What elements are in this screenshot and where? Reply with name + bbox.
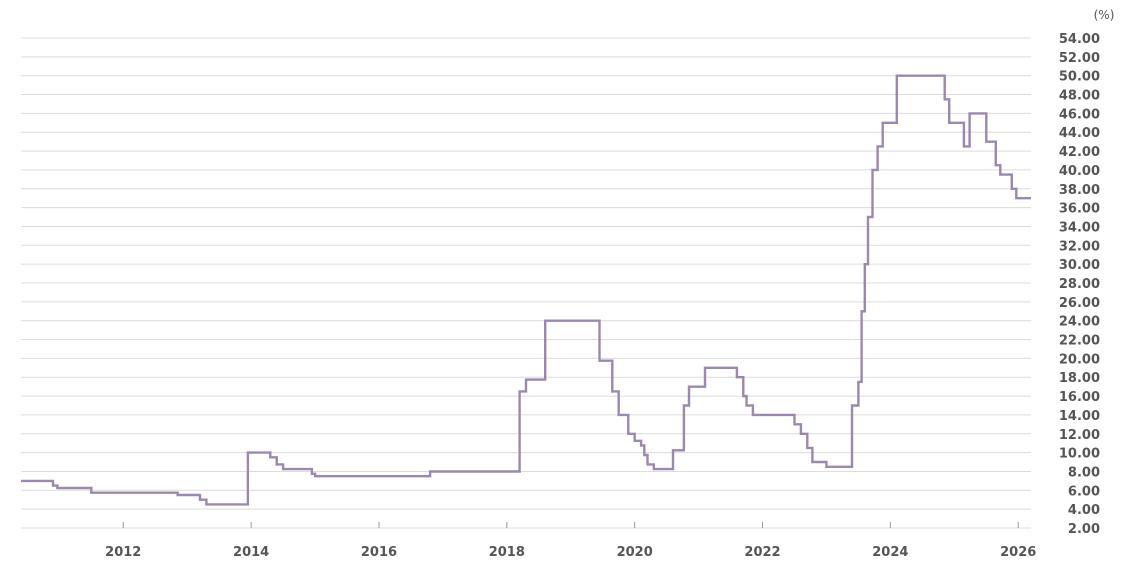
- y-tick-label: 54.00: [1059, 32, 1100, 47]
- gridlines: [21, 37, 1031, 529]
- y-tick-label: 36.00: [1059, 202, 1100, 217]
- y-tick-label: 48.00: [1059, 89, 1100, 104]
- y-tick-label: 42.00: [1059, 145, 1100, 160]
- y-tick-label: 28.00: [1059, 277, 1100, 292]
- y-axis-tick-labels: 2.00 4.00 6.00 8.00 10.00 12.00 14.00 16.00 18.0…: [1059, 32, 1100, 537]
- y-tick-label: 44.00: [1059, 126, 1100, 141]
- y-tick-label: 26.00: [1059, 296, 1100, 311]
- x-tick-label: 2016: [361, 545, 397, 560]
- x-axis-tick-labels: 2012 2014 2016 2018 2020 2022 2024 2026: [105, 522, 1036, 560]
- y-tick-label: 14.00: [1059, 409, 1100, 424]
- y-tick-label: 18.00: [1059, 371, 1100, 386]
- series-line: [21, 74, 1031, 506]
- y-tick-label: 6.00: [1068, 484, 1100, 499]
- y-tick-label: 4.00: [1068, 503, 1100, 518]
- series-layer: [21, 74, 1031, 506]
- y-tick-label: 10.00: [1059, 447, 1100, 462]
- x-tick-label: 2026: [1000, 545, 1036, 560]
- y-tick-label: 40.00: [1059, 164, 1100, 179]
- y-tick-label: 46.00: [1059, 107, 1100, 122]
- x-tick-label: 2012: [105, 545, 141, 560]
- x-tick-label: 2018: [489, 545, 525, 560]
- x-tick-label: 2022: [744, 545, 780, 560]
- y-tick-label: 12.00: [1059, 428, 1100, 443]
- y-tick-label: 22.00: [1059, 334, 1100, 349]
- y-tick-label: 32.00: [1059, 239, 1100, 254]
- y-tick-label: 16.00: [1059, 390, 1100, 405]
- y-tick-label: 8.00: [1068, 465, 1100, 480]
- y-tick-label: 34.00: [1059, 220, 1100, 235]
- y-tick-label: 2.00: [1068, 522, 1100, 537]
- y-tick-label: 50.00: [1059, 70, 1100, 85]
- y-tick-label: 20.00: [1059, 352, 1100, 367]
- x-tick-label: 2014: [233, 545, 269, 560]
- y-tick-label: 24.00: [1059, 315, 1100, 330]
- y-axis-unit-label: (%): [1094, 8, 1115, 22]
- y-tick-label: 38.00: [1059, 183, 1100, 198]
- x-tick-label: 2024: [872, 545, 908, 560]
- y-tick-label: 52.00: [1059, 51, 1100, 66]
- y-tick-label: 30.00: [1059, 258, 1100, 273]
- x-tick-label: 2020: [617, 545, 653, 560]
